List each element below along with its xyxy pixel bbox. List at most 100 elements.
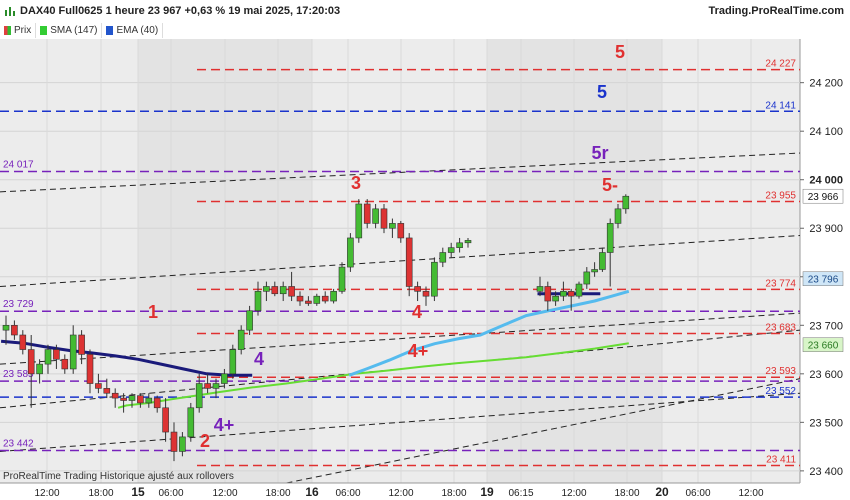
- sma-147-line: [117, 342, 629, 409]
- level-label-right: 23 774: [765, 278, 796, 289]
- legend-item-price[interactable]: Prix: [0, 23, 37, 38]
- chart-footer-note: ProRealTime Trading Historique ajusté au…: [3, 471, 234, 482]
- candle-body: [103, 388, 111, 394]
- x-tick-label: 12:00: [34, 488, 59, 499]
- candle-body: [405, 237, 413, 287]
- trend-line: [0, 312, 801, 365]
- candle-body: [36, 363, 43, 375]
- candle-body: [263, 286, 270, 292]
- candle-body: [2, 324, 10, 331]
- candle-body: [111, 392, 119, 399]
- x-tick-label: 18:00: [88, 488, 113, 499]
- x-tick-label: 18:00: [614, 488, 639, 499]
- wave-label: 4+: [214, 415, 235, 435]
- candle-body: [330, 291, 337, 302]
- candle-body: [305, 300, 312, 304]
- candle-body: [69, 334, 77, 370]
- candle-body: [53, 349, 60, 360]
- last-price-label: 23 966: [808, 192, 839, 203]
- level-label-left: 23 442: [3, 438, 34, 449]
- candle-body: [27, 349, 35, 375]
- wave-label: 4: [412, 302, 422, 322]
- candle-body: [439, 252, 447, 263]
- candle-body: [195, 383, 203, 409]
- x-tick-label: 15: [131, 485, 145, 499]
- candle-body: [363, 203, 371, 224]
- ema-40-line-dark: [0, 339, 253, 377]
- price-swatch-icon: [4, 26, 11, 35]
- candle-body: [414, 286, 421, 292]
- candle-body: [78, 334, 85, 355]
- candle-body: [447, 247, 455, 253]
- level-label-right: 23 411: [766, 455, 796, 466]
- last-price-box: [802, 188, 844, 204]
- candle-body: [397, 223, 405, 239]
- legend-label: SMA (147): [50, 25, 98, 36]
- x-tick-label: 12:00: [212, 488, 237, 499]
- x-tick-label: 16: [305, 485, 319, 499]
- y-tick-label: 24 100: [809, 126, 843, 138]
- ema-swatch-icon: [106, 26, 114, 35]
- candle-body: [622, 195, 630, 210]
- candle-body: [44, 349, 52, 365]
- candle-body: [237, 329, 245, 350]
- y-tick-label: 23 600: [809, 369, 843, 381]
- candle-body: [153, 397, 161, 409]
- price-axis-area: [800, 39, 850, 483]
- candle-body: [296, 295, 304, 302]
- candle-body: [137, 395, 144, 404]
- bar-chart-icon: [5, 7, 15, 16]
- candle-body: [599, 252, 606, 270]
- candle-body: [162, 407, 169, 433]
- candle-body: [246, 310, 253, 331]
- candle-body: [456, 242, 463, 248]
- x-tick-label: 06:00: [335, 488, 360, 499]
- ema-last-label: 23 796: [808, 275, 839, 286]
- wave-label: 5: [597, 82, 607, 102]
- time-axis-area: [0, 483, 850, 500]
- trend-line: [0, 235, 801, 287]
- candle-body: [321, 295, 329, 302]
- y-tick-label: 24 000: [809, 175, 843, 187]
- candle-body: [606, 223, 614, 253]
- candle-body: [61, 358, 69, 370]
- candle-body: [355, 203, 363, 239]
- candle-body: [591, 269, 598, 273]
- level-label-right: 23 593: [765, 366, 796, 377]
- trend-line: [286, 378, 801, 484]
- candle-body: [254, 291, 262, 312]
- level-label-right: 23 683: [765, 323, 796, 334]
- legend-item-ema[interactable]: EMA (40): [102, 23, 164, 38]
- candle-body: [170, 431, 178, 452]
- session-band: [662, 39, 800, 483]
- level-label-right: 23 552: [765, 386, 796, 397]
- candle-body: [422, 291, 430, 297]
- candle-body: [536, 286, 544, 292]
- candle-body: [313, 295, 321, 304]
- candle-body: [187, 407, 195, 438]
- candle-body: [271, 286, 279, 295]
- candle-body: [389, 223, 396, 229]
- chart-header: DAX40 Full0625 1 heure 23 967 +0,63 % 19…: [0, 0, 850, 22]
- brand-label: Trading.ProRealTime.com: [708, 5, 844, 17]
- candle-body: [204, 383, 211, 389]
- level-label-right: 24 141: [765, 100, 796, 111]
- candle-body: [347, 237, 354, 268]
- legend-item-sma[interactable]: SMA (147): [36, 23, 103, 38]
- candle-body: [179, 436, 186, 452]
- level-label-left: 23 729: [3, 299, 34, 310]
- wave-label: 1: [148, 302, 158, 322]
- candle-body: [560, 291, 567, 297]
- x-tick-label: 06:00: [685, 488, 710, 499]
- legend-label: EMA (40): [116, 25, 159, 36]
- candle-body: [128, 395, 136, 401]
- wave-label: 2: [200, 431, 210, 451]
- candle-body: [229, 349, 237, 375]
- x-tick-label: 12:00: [388, 488, 413, 499]
- candle-body: [431, 261, 438, 297]
- candle-body: [583, 271, 591, 285]
- x-tick-label: 18:00: [265, 488, 290, 499]
- level-label-left: 24 017: [3, 159, 34, 170]
